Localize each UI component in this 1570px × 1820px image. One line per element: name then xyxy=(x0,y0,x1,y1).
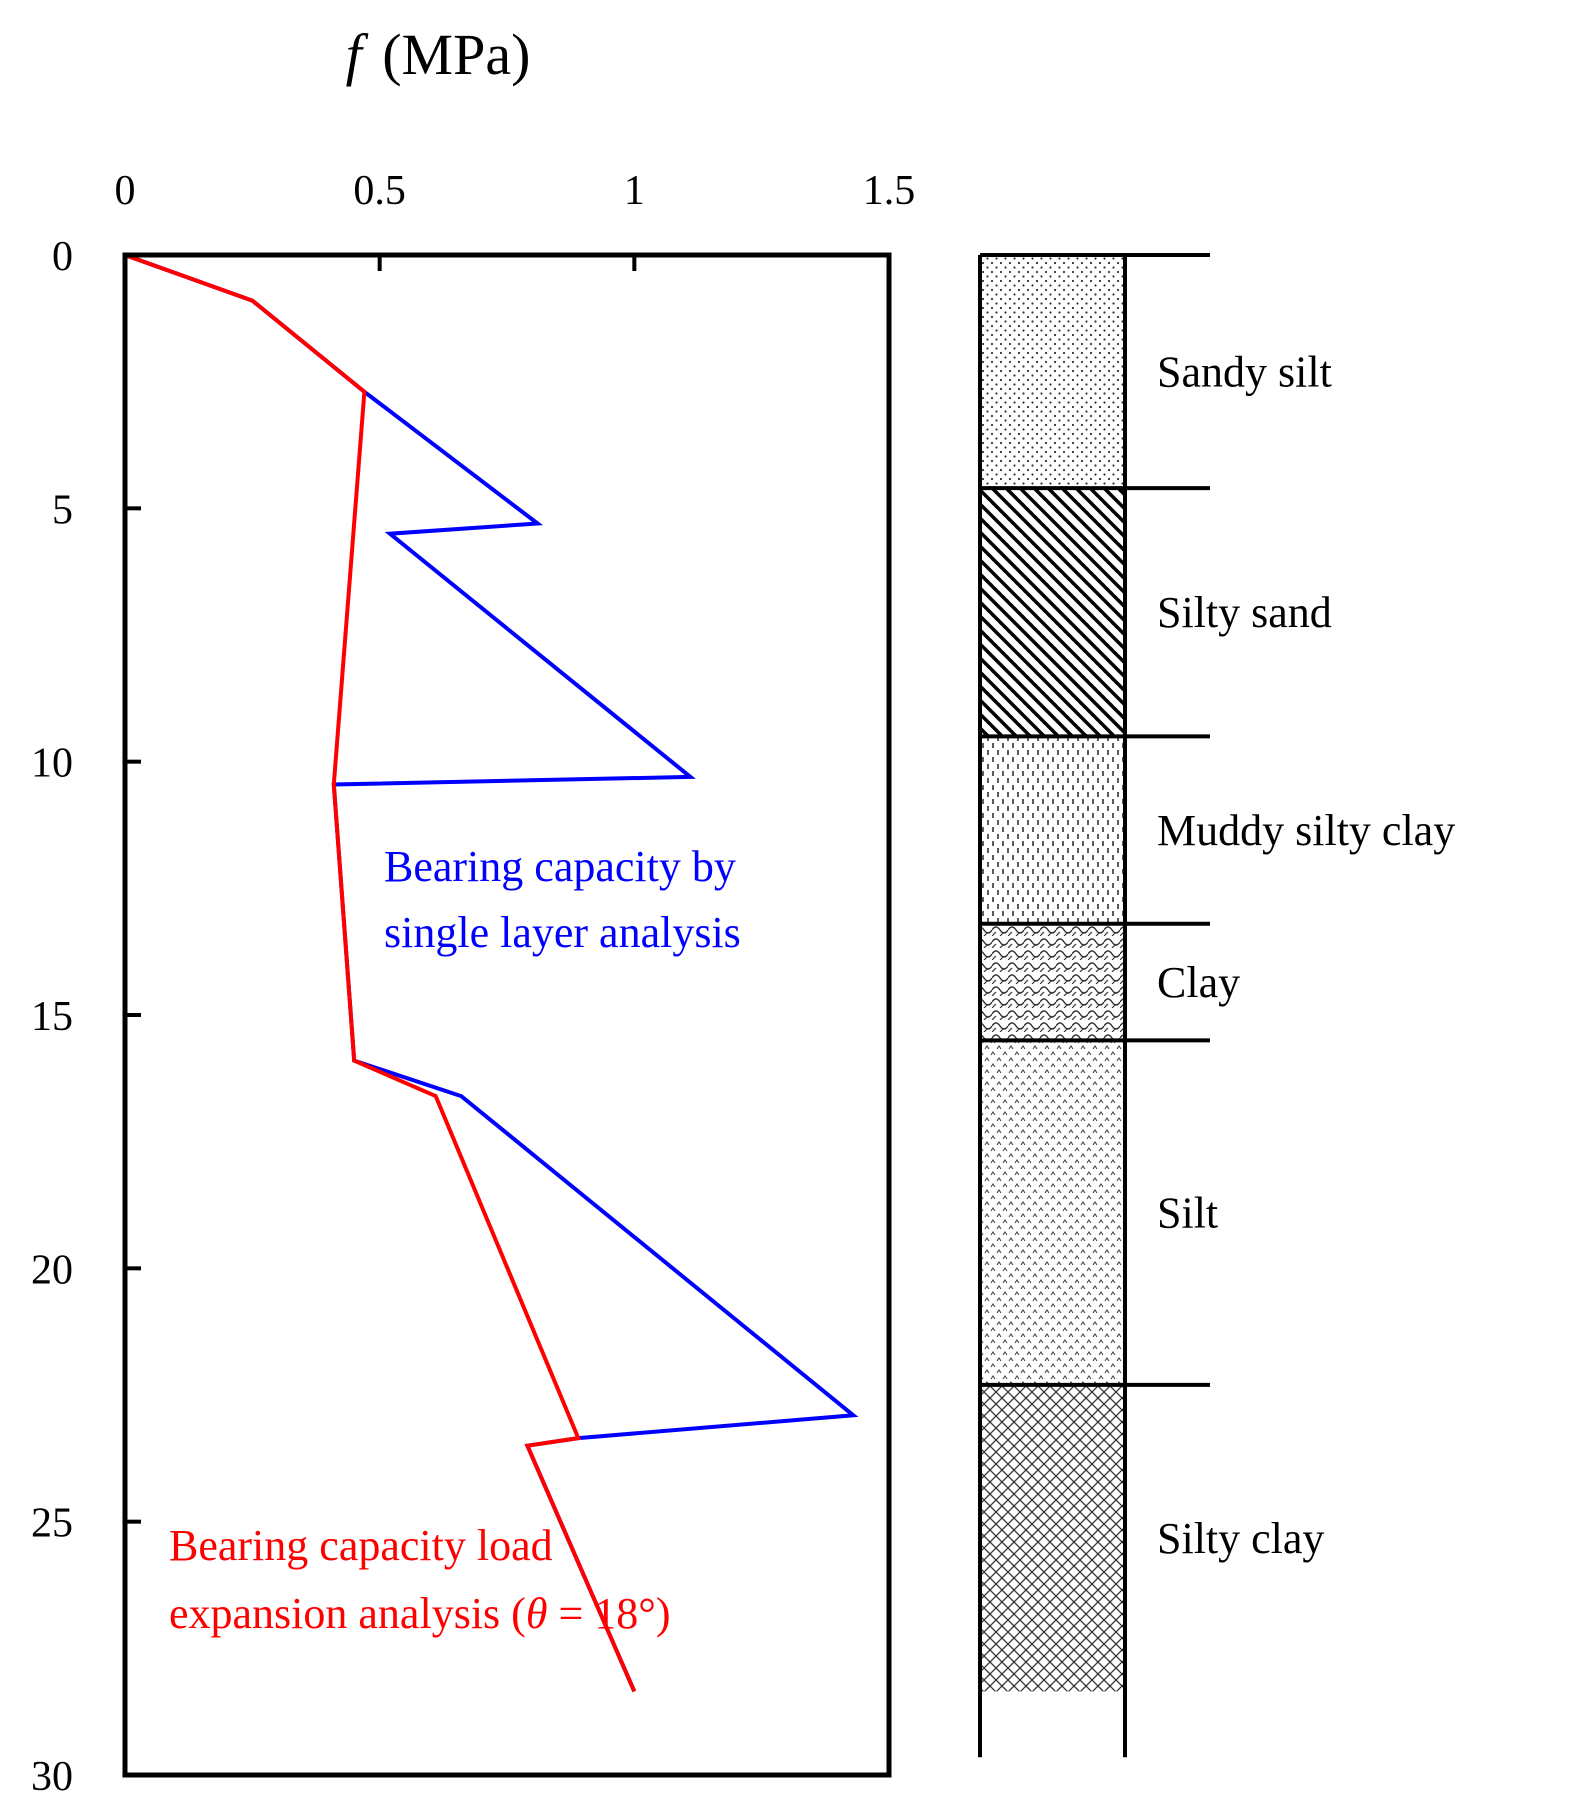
x-tick-label: 1 xyxy=(624,168,645,214)
y-tick-label: 5 xyxy=(52,487,73,533)
y-tick-label: 15 xyxy=(31,994,73,1040)
soil-layer-label: Silt xyxy=(1157,1189,1218,1238)
y-tick-label: 25 xyxy=(31,1501,73,1547)
series-single-layer-line xyxy=(124,253,859,1693)
annotation-single-layer: Bearing capacity by single layer analysi… xyxy=(384,842,747,957)
title-unit: (MPa) xyxy=(382,22,530,87)
y-tick-label: 20 xyxy=(31,1247,73,1293)
plot-frame xyxy=(122,252,892,1778)
series-lines xyxy=(124,253,859,1693)
soil-layer-fill xyxy=(980,1040,1125,1385)
title-symbol: f xyxy=(346,22,369,87)
soil-layer-fill xyxy=(980,255,1125,489)
annotation-theta-symbol: θ xyxy=(526,1589,548,1638)
x-tick-label: 1.5 xyxy=(863,168,916,214)
series-load-expansion-line xyxy=(124,253,637,1693)
soil-layer-fill xyxy=(980,736,1125,924)
annotation-single-layer-line2: single layer analysis xyxy=(384,908,741,957)
chart-title: f (MPa) xyxy=(346,22,531,87)
soil-layer-label: Muddy silty clay xyxy=(1157,806,1455,855)
x-tick-label: 0.5 xyxy=(353,168,406,214)
x-tick-label: 0 xyxy=(115,168,136,214)
soil-layer-fill xyxy=(980,923,1125,1041)
soil-layer-label: Sandy silt xyxy=(1157,348,1332,397)
soil-layer-fill xyxy=(980,1384,1125,1692)
annotation-load-expansion-line2: expansion analysis ( xyxy=(169,1589,526,1638)
annotation-load-expansion: Bearing capacity load expansion analysis… xyxy=(169,1521,671,1638)
annotation-load-expansion-line1: Bearing capacity load xyxy=(169,1521,553,1570)
soil-layer-label: Silty clay xyxy=(1157,1514,1324,1563)
annotation-single-layer-line1: Bearing capacity by xyxy=(384,842,736,891)
x-axis-ticks: 0 0.5 1 1.5 xyxy=(115,168,916,271)
y-tick-label: 30 xyxy=(31,1754,73,1800)
soil-column: Sandy silt Silty sand Muddy silty clay Clay… xyxy=(978,253,1455,1758)
y-tick-label: 0 xyxy=(52,234,73,280)
soil-layer-label: Silty sand xyxy=(1157,588,1332,637)
annotation-theta-value: = 18°) xyxy=(547,1589,670,1638)
y-tick-label: 10 xyxy=(31,741,73,787)
soil-layer-label: Clay xyxy=(1157,958,1240,1007)
soil-layer-fill xyxy=(980,488,1125,737)
y-axis-ticks: 0 5 10 15 20 25 30 xyxy=(31,234,141,1800)
